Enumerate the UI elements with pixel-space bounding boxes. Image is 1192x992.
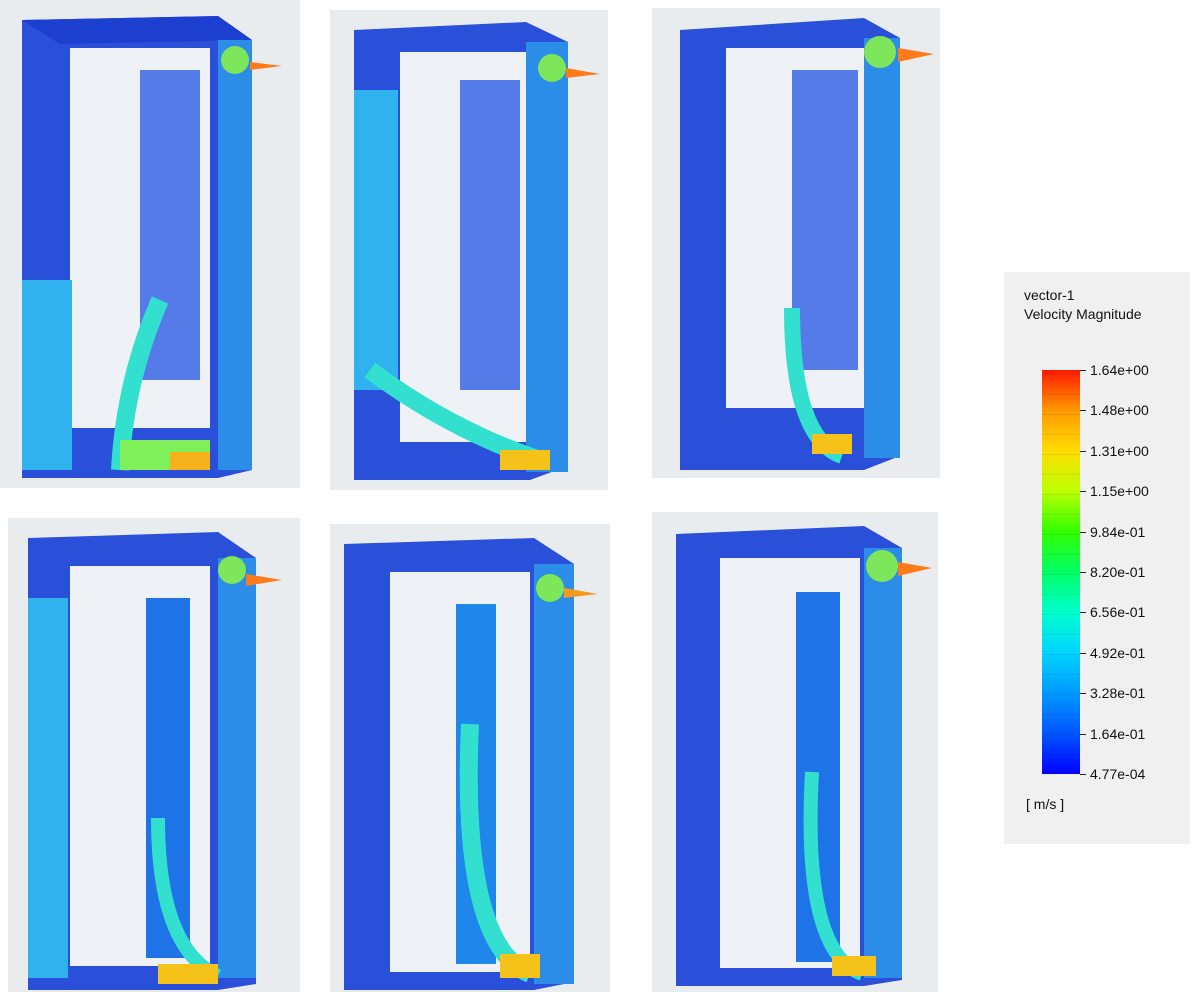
legend-label: 6.56e-01 [1090,604,1146,620]
velocity-plot-3 [652,8,940,478]
legend-tick [1080,410,1086,411]
legend-tick [1080,491,1086,492]
legend-label: 1.64e-01 [1090,726,1146,742]
legend-label-min: 4.77e-04 [1090,766,1146,782]
legend-title-line1: vector-1 [1024,287,1075,303]
velocity-plot-6 [652,512,938,992]
legend-title-line2: Velocity Magnitude [1024,306,1142,322]
legend-title: vector-1 Velocity Magnitude [1024,286,1142,324]
velocity-plot-1 [0,0,300,488]
legend-tick [1080,612,1086,613]
legend-tick [1080,653,1086,654]
legend-label: 8.20e-01 [1090,564,1146,580]
legend-label: 9.84e-01 [1090,524,1146,540]
legend-tick [1080,734,1086,735]
legend-label: 3.28e-01 [1090,685,1146,701]
legend-label: 1.48e+00 [1090,402,1149,418]
legend-label-max: 1.64e+00 [1090,362,1149,378]
legend-tick [1080,532,1086,533]
velocity-plot-2 [330,10,608,490]
legend-unit: [ m/s ] [1026,796,1065,812]
legend-tick [1080,451,1086,452]
legend-color-bar [1042,370,1080,774]
legend-label: 1.31e+00 [1090,443,1149,459]
legend-tick [1080,693,1086,694]
legend-label: 4.92e-01 [1090,645,1146,661]
velocity-plot-5 [330,524,610,992]
legend-tick [1080,370,1086,371]
legend-tick [1080,774,1086,775]
velocity-plot-4 [8,518,300,992]
legend-label: 1.15e+00 [1090,483,1149,499]
legend-tick [1080,572,1086,573]
velocity-color-legend: vector-1 Velocity Magnitude 1.64e+00 1.4… [1004,272,1190,844]
